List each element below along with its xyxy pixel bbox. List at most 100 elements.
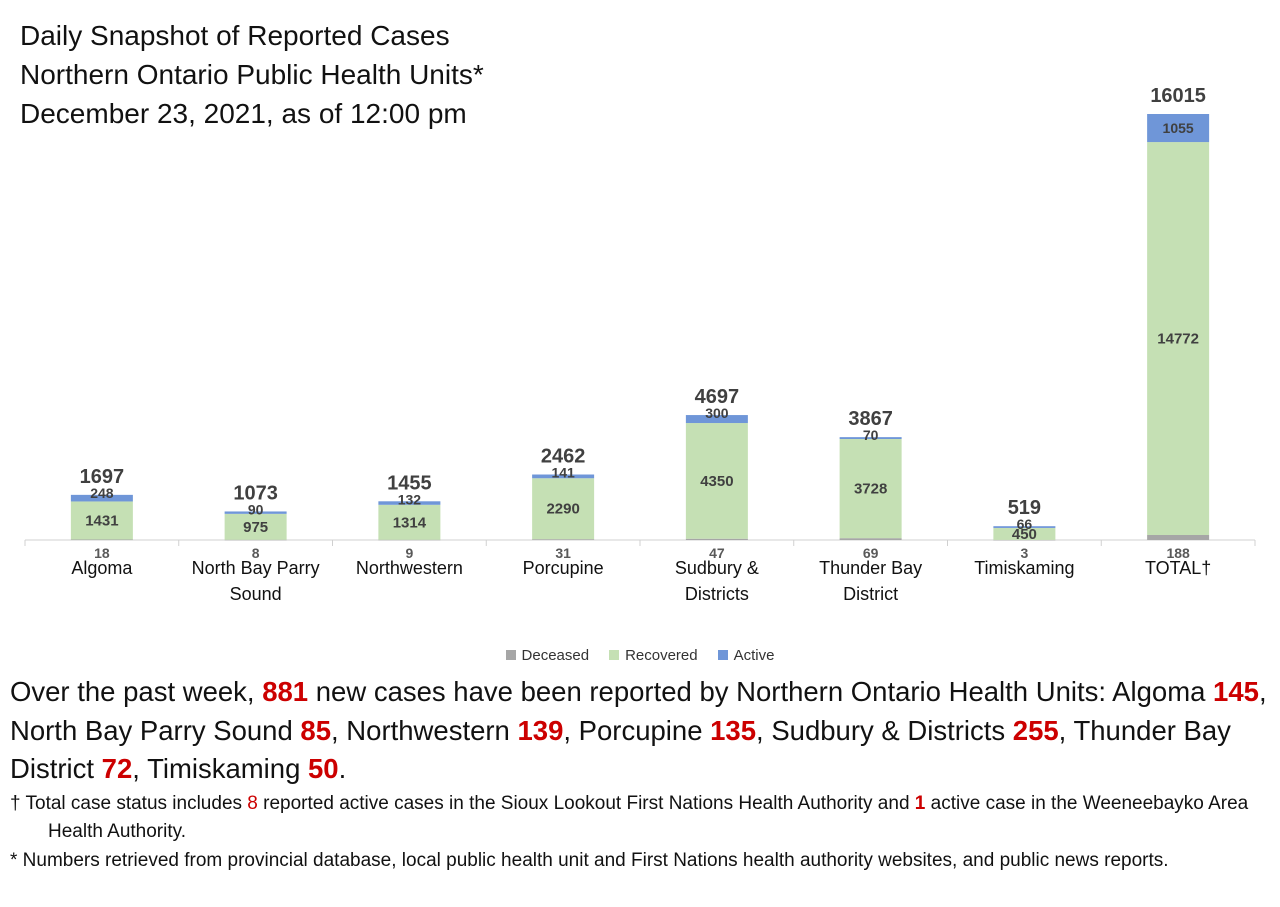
legend-item-recovered: Recovered [609, 647, 698, 664]
data-label-deceased: 8 [252, 545, 260, 561]
data-label-recovered: 1431 [85, 512, 118, 529]
data-label-deceased: 3 [1020, 545, 1028, 561]
summary-unit-name: Sudbury & Districts [771, 714, 1013, 746]
bar-recovered [993, 527, 1056, 540]
footnote-sources: * Numbers retrieved from provincial data… [10, 850, 1169, 871]
data-label-recovered: 4350 [700, 473, 733, 490]
legend-label: Deceased [521, 647, 590, 664]
summary-intro: Over the past week, [10, 676, 263, 707]
bar-active [532, 474, 595, 479]
summary-unit-list: Algoma 145, North Bay Parry Sound 85, No… [10, 676, 1267, 784]
footnote-total-text-b: reported active cases in the Sioux Looko… [257, 793, 915, 814]
data-label-active: 248 [90, 485, 114, 501]
summary-unit-name: Algoma [1112, 676, 1214, 707]
bar-active [70, 494, 133, 502]
data-label-active: 66 [1017, 516, 1033, 532]
summary-unit-name: Thunder Bay District [10, 714, 1231, 785]
bar-recovered [839, 438, 902, 539]
data-label-deceased: 18 [94, 545, 110, 561]
bar-recovered [70, 501, 133, 540]
x-tick-label: Districts [685, 584, 749, 604]
data-label-total: 16015 [1150, 85, 1206, 107]
x-tick-label: District [843, 584, 898, 604]
bar-recovered [532, 478, 595, 540]
title-line-2: Northern Ontario Public Health Units* [20, 59, 484, 90]
summary-separator: , [331, 714, 347, 746]
bar-deceased [378, 539, 441, 541]
bar-deceased [993, 539, 1056, 541]
bar-deceased [1147, 534, 1210, 540]
bar-deceased [839, 538, 902, 540]
footnote-total: † Total case status includes 8 reported … [10, 790, 1275, 846]
data-label-deceased: 31 [555, 545, 571, 561]
x-tick-label: TOTAL† [1145, 558, 1211, 578]
data-label-total: 1697 [80, 466, 125, 488]
footnote-total-text-a: † Total case status includes [10, 793, 248, 814]
x-tick-label: Sound [230, 584, 282, 604]
bar-recovered [685, 423, 748, 539]
data-label-recovered: 975 [243, 519, 268, 536]
bar-recovered [224, 513, 287, 540]
data-label-deceased: 47 [709, 545, 725, 561]
bar-deceased [70, 539, 133, 541]
bar-recovered [1147, 142, 1210, 535]
data-label-deceased: 69 [863, 545, 879, 561]
bar-active [839, 437, 902, 439]
footnote-total-text-c: active case in the Weeneebayko Area Heal… [48, 793, 1249, 842]
bar-active [1147, 114, 1210, 143]
x-tick-label: Thunder Bay [819, 558, 922, 578]
legend-item-active: Active [717, 647, 775, 664]
bar-deceased [224, 539, 287, 541]
summary-unit-name: North Bay Parry Sound [10, 714, 301, 746]
x-tick-label: Algoma [71, 558, 133, 578]
legend-label: Active [733, 647, 775, 664]
data-label-deceased: 188 [1166, 545, 1190, 561]
data-label-active: 141 [551, 465, 575, 481]
data-label-total: 1455 [387, 472, 432, 494]
summary-separator: , [132, 753, 148, 784]
x-tick-label: Porcupine [523, 558, 604, 578]
summary-unit-count: 72 [101, 753, 133, 784]
summary-unit-count: 139 [517, 714, 564, 746]
summary-unit-name: Timiskaming [147, 753, 309, 784]
footnotes: † Total case status includes 8 reported … [10, 790, 1275, 875]
bar-deceased [532, 539, 595, 540]
bar-active [993, 526, 1056, 528]
bar-active [224, 511, 287, 514]
summary-unit-count: 145 [1213, 676, 1259, 707]
bar-active [685, 415, 748, 424]
title-line-1: Daily Snapshot of Reported Cases [20, 20, 450, 51]
data-label-total: 2462 [541, 446, 586, 468]
bar-active [378, 501, 441, 505]
data-label-recovered: 14772 [1157, 331, 1199, 348]
data-label-total: 519 [1008, 497, 1041, 519]
data-label-active: 300 [705, 405, 729, 421]
summary-unit-count: 255 [1012, 714, 1059, 746]
x-tick-label: Northwestern [356, 558, 463, 578]
data-label-deceased: 9 [405, 545, 413, 561]
data-label-active: 70 [863, 427, 879, 443]
data-label-recovered: 1314 [393, 514, 427, 531]
summary-unit-name: Porcupine [578, 714, 711, 746]
data-label-recovered: 2290 [546, 501, 579, 518]
data-label-recovered: 3728 [854, 481, 887, 498]
summary-unit-count: 50 [308, 753, 339, 784]
summary-unit-name: Northwestern [346, 714, 518, 746]
summary-week-total: 881 [262, 676, 309, 707]
data-label-total: 1073 [233, 482, 278, 504]
legend-label: Recovered [625, 647, 698, 664]
data-label-active: 132 [398, 491, 422, 507]
footnote-sioux-count: 8 [247, 793, 258, 814]
bar-recovered [378, 504, 441, 540]
title-line-3: December 23, 2021, as of 12:00 pm [20, 98, 467, 129]
data-label-total: 3867 [848, 408, 893, 430]
data-label-recovered: 450 [1012, 526, 1037, 543]
summary-separator: , [1058, 714, 1074, 746]
summary-unit-count: 85 [300, 714, 332, 746]
summary-unit-count: 135 [710, 714, 757, 746]
data-label-active: 90 [248, 501, 264, 517]
x-tick-label: North Bay Parry [192, 558, 320, 578]
x-tick-label: Timiskaming [974, 558, 1074, 578]
bar-deceased [685, 538, 748, 540]
